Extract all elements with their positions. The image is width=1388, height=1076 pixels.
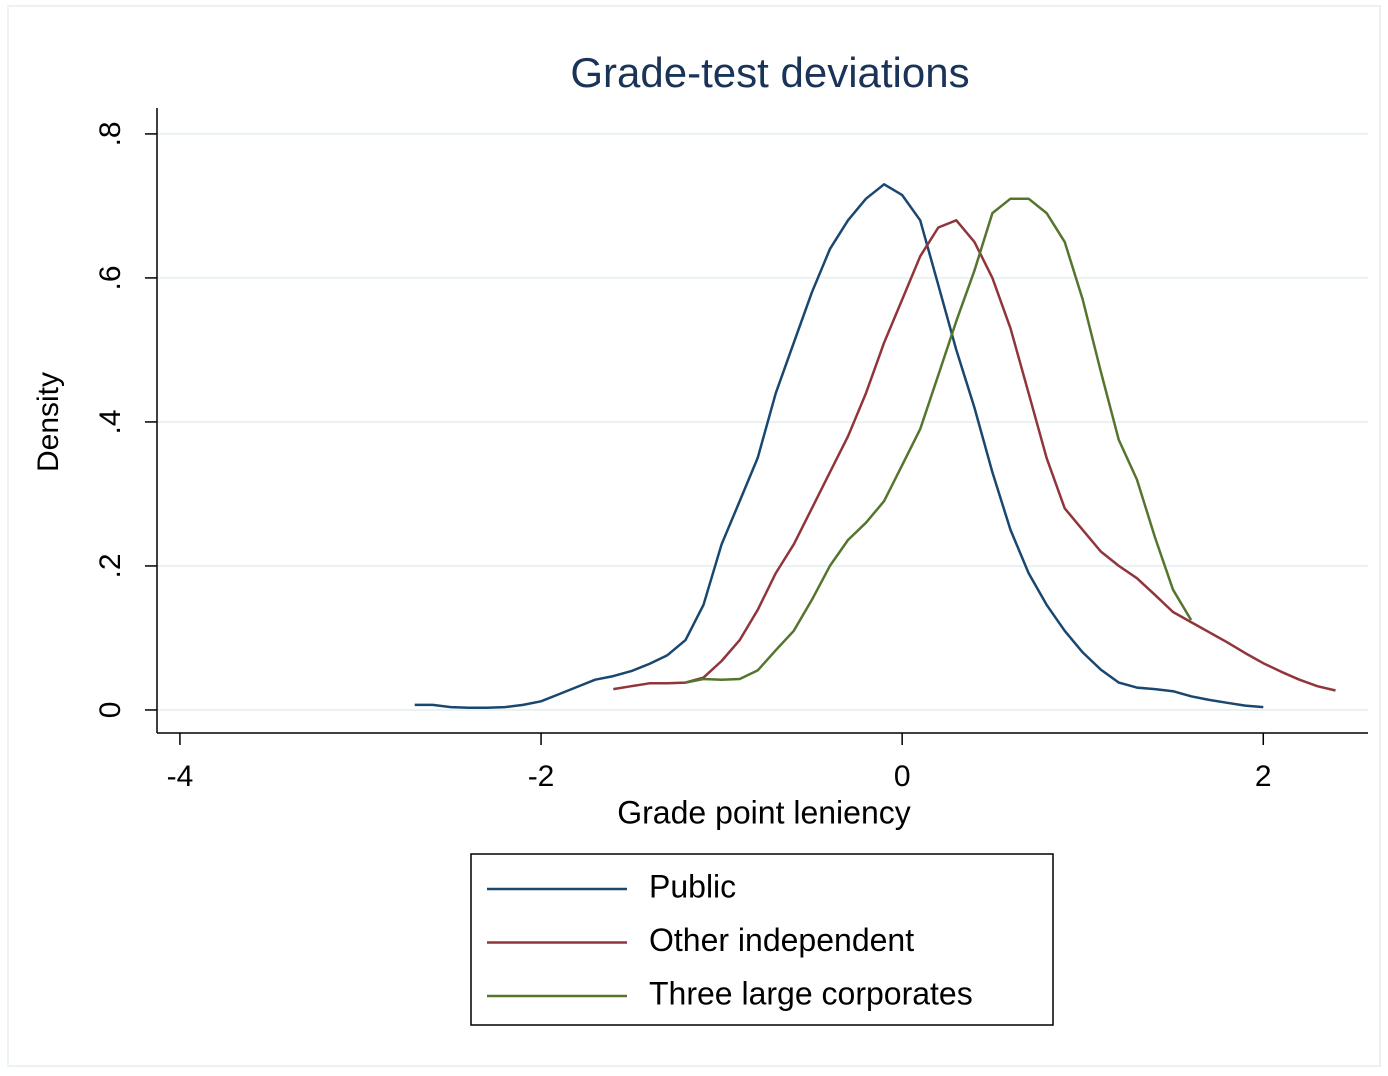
line-series: [685, 197, 1193, 684]
line-series: [414, 183, 1264, 710]
x-tick-label: 0: [894, 760, 911, 793]
chart-title: Grade-test deviations: [570, 49, 969, 96]
y-tick-label: .6: [94, 265, 127, 290]
legend-label: Public: [649, 868, 736, 904]
y-tick-label: .2: [94, 553, 127, 578]
x-tick-label: 2: [1255, 760, 1272, 793]
y-tick-label: 0: [94, 702, 127, 719]
x-tick-label: -2: [528, 760, 555, 793]
y-tick-label: .4: [94, 409, 127, 434]
x-axis-title: Grade point leniency: [617, 794, 911, 830]
line-series: [613, 219, 1336, 692]
legend-label: Other independent: [649, 922, 914, 958]
y-tick-label: .8: [94, 121, 127, 146]
x-tick-label: -4: [167, 760, 194, 793]
legend-label: Three large corporates: [649, 975, 973, 1011]
y-axis-title: Density: [32, 372, 65, 472]
